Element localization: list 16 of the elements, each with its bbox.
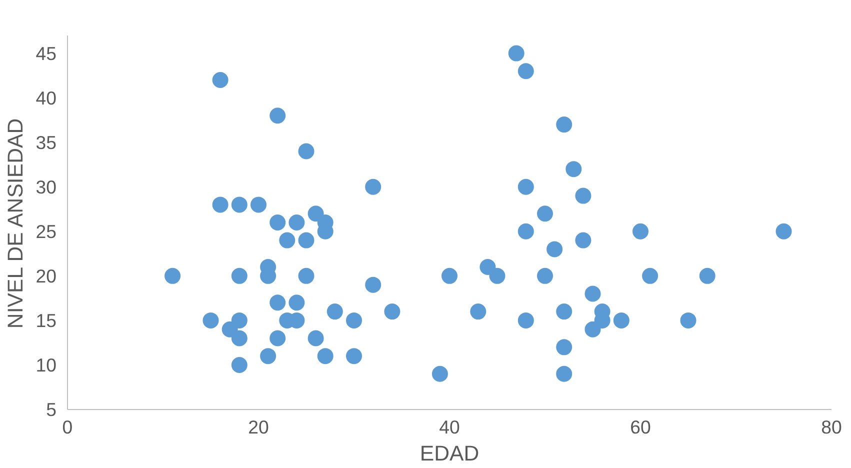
y-tick-label: 25 [36, 220, 57, 242]
y-tick-label: 5 [46, 399, 57, 420]
x-tick-label: 80 [821, 416, 842, 438]
x-tick-label: 40 [439, 416, 460, 438]
x-tick-label: 60 [630, 416, 651, 438]
y-tick-label: 40 [36, 87, 57, 108]
x-tick-label: 0 [62, 416, 73, 438]
y-tick-label: 35 [36, 132, 57, 153]
y-tick-label: 10 [36, 354, 57, 376]
y-tick-label: 30 [36, 176, 57, 198]
y-tick-label: 45 [36, 42, 57, 64]
x-tick-label: 20 [248, 416, 269, 438]
y-axis-title: NIVEL DE ANSIEDAD [4, 118, 28, 329]
x-axis-title: EDAD [420, 442, 480, 466]
y-tick-label: 20 [36, 265, 57, 286]
y-tick-label: 15 [36, 310, 57, 331]
